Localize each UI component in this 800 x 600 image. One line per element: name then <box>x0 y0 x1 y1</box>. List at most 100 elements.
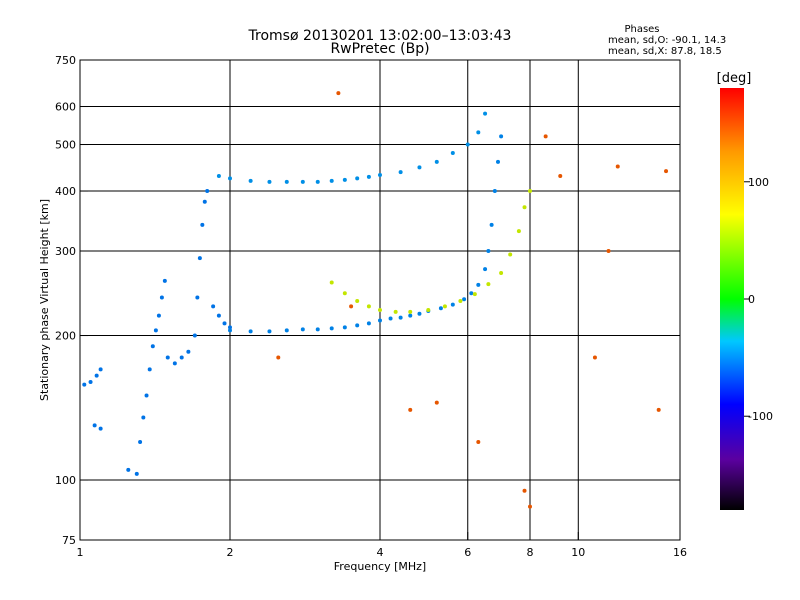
colorbar-ticks: 100 0 -100 <box>744 176 773 423</box>
data-point <box>499 270 504 275</box>
data-point <box>398 170 403 175</box>
data-point <box>366 174 371 179</box>
colorbar-label: [deg] <box>717 71 752 86</box>
data-point <box>476 130 481 135</box>
data-point <box>88 380 93 385</box>
data-point <box>336 91 341 96</box>
y-tick-label: 400 <box>55 185 76 198</box>
phase-stats-x: mean, sd,X: 87.8, 18.5 <box>608 46 722 57</box>
data-point <box>98 367 103 372</box>
data-point <box>528 504 532 509</box>
data-point <box>558 173 563 178</box>
data-point <box>329 326 334 331</box>
data-point <box>438 306 443 311</box>
data-point <box>458 299 463 304</box>
data-point <box>434 400 439 405</box>
y-tick-label: 200 <box>55 330 76 343</box>
y-tick-label: 600 <box>55 101 76 114</box>
x-tick-label: 16 <box>673 546 687 559</box>
data-point <box>92 423 97 428</box>
data-point <box>248 329 253 334</box>
y-tick-label: 300 <box>55 245 76 258</box>
axis-ticks: 1 2 4 6 8 10 16 75 100 200 300 400 500 600 750 <box>55 54 687 559</box>
data-point <box>172 361 177 366</box>
data-point <box>522 205 527 210</box>
data-point <box>469 291 474 296</box>
data-point <box>200 222 205 227</box>
data-point <box>228 328 232 333</box>
phase-stats-o: mean, sd,O: -90.1, 14.3 <box>608 35 726 46</box>
data-point <box>144 393 149 398</box>
data-point <box>329 178 334 183</box>
data-point <box>355 323 360 328</box>
data-point <box>228 325 232 330</box>
phase-stats-heading: Phases <box>624 24 659 35</box>
data-point <box>483 111 488 116</box>
data-point <box>486 249 491 254</box>
data-point <box>138 440 143 445</box>
data-point <box>267 179 272 184</box>
data-point <box>417 165 422 170</box>
data-point <box>141 415 146 420</box>
data-point <box>450 151 455 156</box>
data-point <box>499 134 504 139</box>
data-point <box>94 373 99 378</box>
x-tick-label: 8 <box>527 546 534 559</box>
data-point <box>462 297 467 302</box>
plot-grid <box>80 60 680 540</box>
data-point <box>495 159 500 164</box>
y-axis-label: Stationary phase Virtual Height [km] <box>38 199 51 401</box>
data-point <box>442 304 447 309</box>
data-point <box>378 308 382 313</box>
x-tick-label: 10 <box>571 546 585 559</box>
y-tick-label: 100 <box>55 474 76 487</box>
data-point <box>342 325 347 330</box>
data-point <box>342 177 347 182</box>
colorbar-tick-label: 0 <box>748 293 755 306</box>
data-point <box>486 282 491 287</box>
data-point <box>248 178 253 183</box>
data-point <box>222 321 227 326</box>
data-point <box>543 134 548 139</box>
x-tick-label: 4 <box>377 546 384 559</box>
data-point <box>483 267 488 272</box>
y-tick-label: 500 <box>55 139 76 152</box>
y-tick-label: 750 <box>55 54 76 67</box>
data-point <box>426 308 431 313</box>
data-point <box>153 328 158 333</box>
data-point <box>355 299 360 304</box>
data-point <box>195 295 200 300</box>
chart-subtitle: RwPretec (Bp) <box>330 41 429 57</box>
data-point <box>197 256 202 261</box>
data-point <box>216 173 221 178</box>
data-point <box>211 304 216 309</box>
data-point <box>98 426 103 431</box>
data-point <box>179 355 184 360</box>
data-point <box>329 280 334 285</box>
data-point <box>165 355 170 360</box>
data-point <box>528 189 532 194</box>
data-point <box>147 367 152 372</box>
data-point <box>388 316 393 321</box>
data-point <box>82 382 87 387</box>
data-point <box>450 302 455 307</box>
data-points <box>82 91 669 509</box>
data-point <box>162 278 167 283</box>
data-point <box>186 349 191 354</box>
chart-title: Tromsø 20130201 13:02:00–13:03:43 <box>248 28 512 44</box>
colorbar-tick-label: -100 <box>748 410 773 423</box>
data-point <box>656 407 661 412</box>
data-point <box>398 315 403 320</box>
x-axis-label: Frequency [MHz] <box>334 560 426 573</box>
data-point <box>664 169 669 174</box>
data-point <box>472 292 477 297</box>
data-point <box>393 309 398 314</box>
data-point <box>615 164 620 169</box>
data-point <box>156 313 161 318</box>
data-point <box>300 327 305 332</box>
x-tick-label: 2 <box>227 546 234 559</box>
x-tick-label: 1 <box>77 546 84 559</box>
data-point <box>476 282 481 287</box>
data-point <box>366 321 371 326</box>
data-point <box>205 189 210 194</box>
